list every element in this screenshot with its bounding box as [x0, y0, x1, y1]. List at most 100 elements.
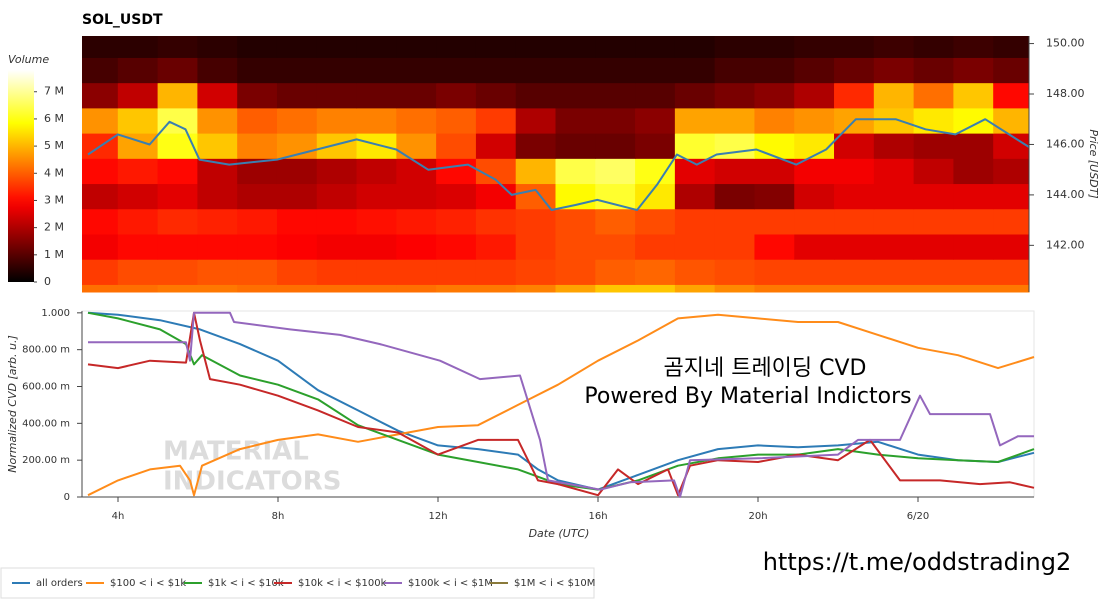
heat-cell: [436, 208, 477, 235]
heat-cell: [635, 133, 676, 159]
heat-cell: [475, 57, 517, 84]
heat-cell: [595, 133, 636, 159]
heat-cell: [157, 133, 198, 159]
heat-cell: [834, 82, 875, 109]
heat-cell: [635, 208, 676, 235]
heat-cell: [674, 158, 716, 185]
heat-cell: [834, 36, 875, 58]
heat-cell: [555, 233, 596, 260]
heat-cell: [714, 107, 755, 134]
legend-label: $1M < i < $10M: [514, 578, 595, 589]
heat-cell: [754, 208, 795, 235]
heat-cell: [237, 183, 278, 210]
heat-cell: [316, 259, 358, 285]
chart-title: SOL_USDT: [82, 12, 163, 28]
heat-cell: [396, 107, 437, 134]
heat-cell: [754, 107, 795, 134]
heat-cell: [276, 208, 318, 235]
heat-cell: [276, 107, 318, 134]
heat-cell: [953, 57, 994, 84]
heat-cell: [873, 107, 915, 134]
heat-cell: [117, 284, 159, 293]
heat-cell: [794, 259, 835, 285]
heat-cell: [555, 57, 596, 84]
heat-cell: [157, 82, 198, 109]
heat-cell: [276, 158, 318, 185]
heat-cell: [714, 259, 755, 285]
heat-cell: [276, 82, 318, 109]
heat-cell: [356, 36, 397, 58]
heat-cell: [635, 158, 676, 185]
heat-cell: [794, 183, 835, 210]
heat-cell: [953, 284, 994, 293]
heat-cell: [396, 233, 437, 260]
heat-cell: [674, 259, 716, 285]
heat-cell: [595, 57, 636, 84]
heat-cell: [953, 82, 994, 109]
heat-cell: [316, 107, 358, 134]
heat-cell: [396, 36, 437, 58]
heat-cell: [993, 233, 1030, 260]
heat-cell: [396, 82, 437, 109]
heat-cell: [953, 259, 994, 285]
heat-cell: [873, 233, 915, 260]
heat-cell: [117, 36, 159, 58]
heat-cell: [794, 82, 835, 109]
heat-cell: [834, 284, 875, 293]
heat-cell: [475, 133, 517, 159]
heat-cell: [555, 107, 596, 134]
heat-cell: [356, 57, 397, 84]
heat-cell: [316, 208, 358, 235]
heat-cell: [674, 82, 716, 109]
colorbar-tick-label: 3 M: [44, 193, 64, 206]
heat-cell: [993, 158, 1030, 185]
heat-cell: [635, 259, 676, 285]
y-tick-label: 600.00 m: [22, 382, 70, 393]
heat-cell: [396, 284, 437, 293]
heat-cell: [635, 36, 676, 58]
heat-cell: [674, 57, 716, 84]
heat-cell: [356, 107, 397, 134]
heat-cell: [913, 82, 954, 109]
legend-label: $100 < i < $1k: [110, 578, 186, 589]
heat-cell: [834, 259, 875, 285]
y-axis-label: Normalized CVD [arb. u.]: [6, 335, 19, 473]
heat-cell: [157, 36, 198, 58]
heat-cell: [316, 158, 358, 185]
heat-cell: [197, 208, 238, 235]
heat-cell: [674, 284, 716, 293]
heat-cell: [834, 57, 875, 84]
heat-cell: [475, 107, 517, 134]
heat-cell: [953, 233, 994, 260]
heat-cell: [674, 107, 716, 134]
heat-cell: [475, 36, 517, 58]
heat-cell: [356, 82, 397, 109]
y-tick-label: 142.00: [1046, 238, 1085, 251]
x-tick-label: 8h: [272, 511, 285, 522]
heat-cell: [515, 158, 556, 185]
legend-label: all orders: [36, 578, 83, 589]
heat-cell: [515, 107, 556, 134]
line: [88, 311, 1034, 498]
heat-cell: [754, 284, 795, 293]
heat-cell: [316, 284, 358, 293]
colorbar-tick-label: 6 M: [44, 112, 64, 125]
heat-cell: [316, 233, 358, 260]
heat-cell: [316, 82, 358, 109]
heat-cell: [913, 208, 954, 235]
heat-cell: [714, 158, 755, 185]
heat-cell: [674, 183, 716, 210]
heat-cell: [356, 233, 397, 260]
heat-cell: [595, 284, 636, 293]
heat-cell: [714, 183, 755, 210]
heat-cell: [82, 183, 119, 210]
heat-cell: [595, 158, 636, 185]
heat-cell: [237, 233, 278, 260]
legend-label: $1k < i < $10k: [208, 578, 284, 589]
heat-cell: [316, 133, 358, 159]
heat-cell: [475, 233, 517, 260]
heat-cell: [754, 158, 795, 185]
heat-cell: [436, 82, 477, 109]
y-tick-label: 0: [64, 492, 70, 503]
heat-cell: [993, 107, 1030, 134]
